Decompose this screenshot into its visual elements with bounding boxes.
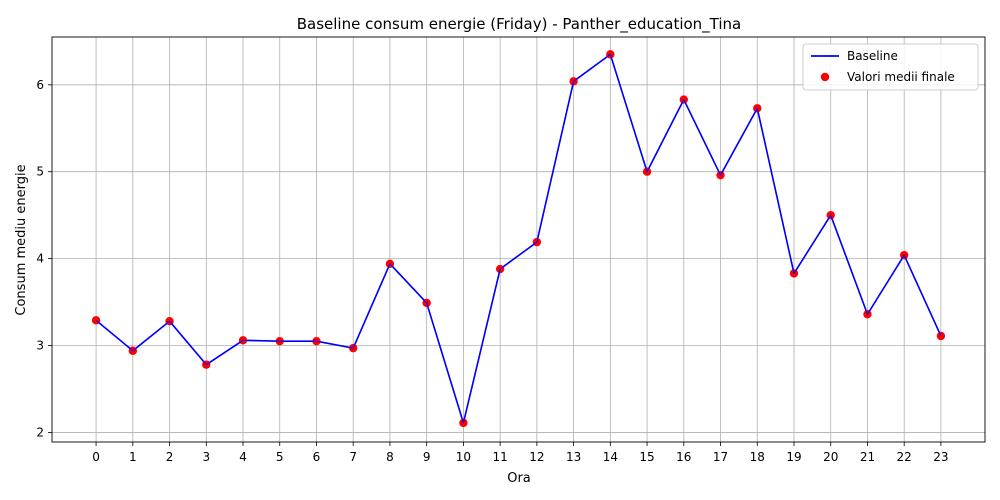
- x-axis-label: Ora: [507, 471, 531, 486]
- x-tick-label: 3: [202, 450, 210, 464]
- legend: Baseline Valori medii finale: [802, 43, 979, 91]
- x-tick-label: 2: [166, 450, 174, 464]
- legend-label: Baseline: [847, 49, 898, 63]
- x-tick-label: 11: [492, 450, 507, 464]
- x-tick-label: 23: [933, 450, 948, 464]
- x-tick-label: 4: [239, 450, 247, 464]
- x-tick-label: 19: [786, 450, 801, 464]
- x-tick-label: 13: [566, 450, 581, 464]
- legend-box: [802, 43, 979, 91]
- y-tick-label: 6: [36, 78, 44, 92]
- x-tick-label: 1: [129, 450, 137, 464]
- x-tick-label: 20: [823, 450, 838, 464]
- x-tick-label: 7: [349, 450, 357, 464]
- grid: [52, 37, 985, 442]
- legend-swatch-marker: [820, 72, 830, 82]
- x-tick-label: 17: [713, 450, 728, 464]
- x-tick-label: 16: [676, 450, 691, 464]
- x-tick-label: 22: [897, 450, 912, 464]
- x-tick-label: 12: [529, 450, 544, 464]
- y-axis-label: Consum mediu energie: [14, 164, 29, 315]
- y-tick-label: 5: [36, 165, 44, 179]
- series-line-overlay: [95, 53, 942, 424]
- y-tick-label: 2: [36, 425, 44, 439]
- x-tick-label: 9: [423, 450, 431, 464]
- chart-title: Baseline consum energie (Friday) - Panth…: [297, 15, 742, 34]
- x-tick-label: 0: [92, 450, 100, 464]
- legend-label: Valori medii finale: [847, 70, 955, 84]
- x-tick-label: 15: [639, 450, 654, 464]
- plot-frame: [51, 36, 986, 443]
- x-tick-label: 10: [456, 450, 471, 464]
- axes: 0 1 2 3 4 5 6 7 8 9 10 11 12 13 14 15 16 17 18 19 20 21 22 2323…: [36, 36, 986, 464]
- x-tick-label: 5: [276, 450, 284, 464]
- series-layer: [91, 50, 946, 428]
- y-tick-label: 4: [36, 252, 44, 266]
- x-tick-label: 8: [386, 450, 394, 464]
- x-tick-label: 14: [603, 450, 618, 464]
- x-tick-label: 21: [860, 450, 875, 464]
- x-tick-label: 6: [313, 450, 321, 464]
- x-tick-label: 18: [750, 450, 765, 464]
- y-tick-label: 3: [36, 339, 44, 353]
